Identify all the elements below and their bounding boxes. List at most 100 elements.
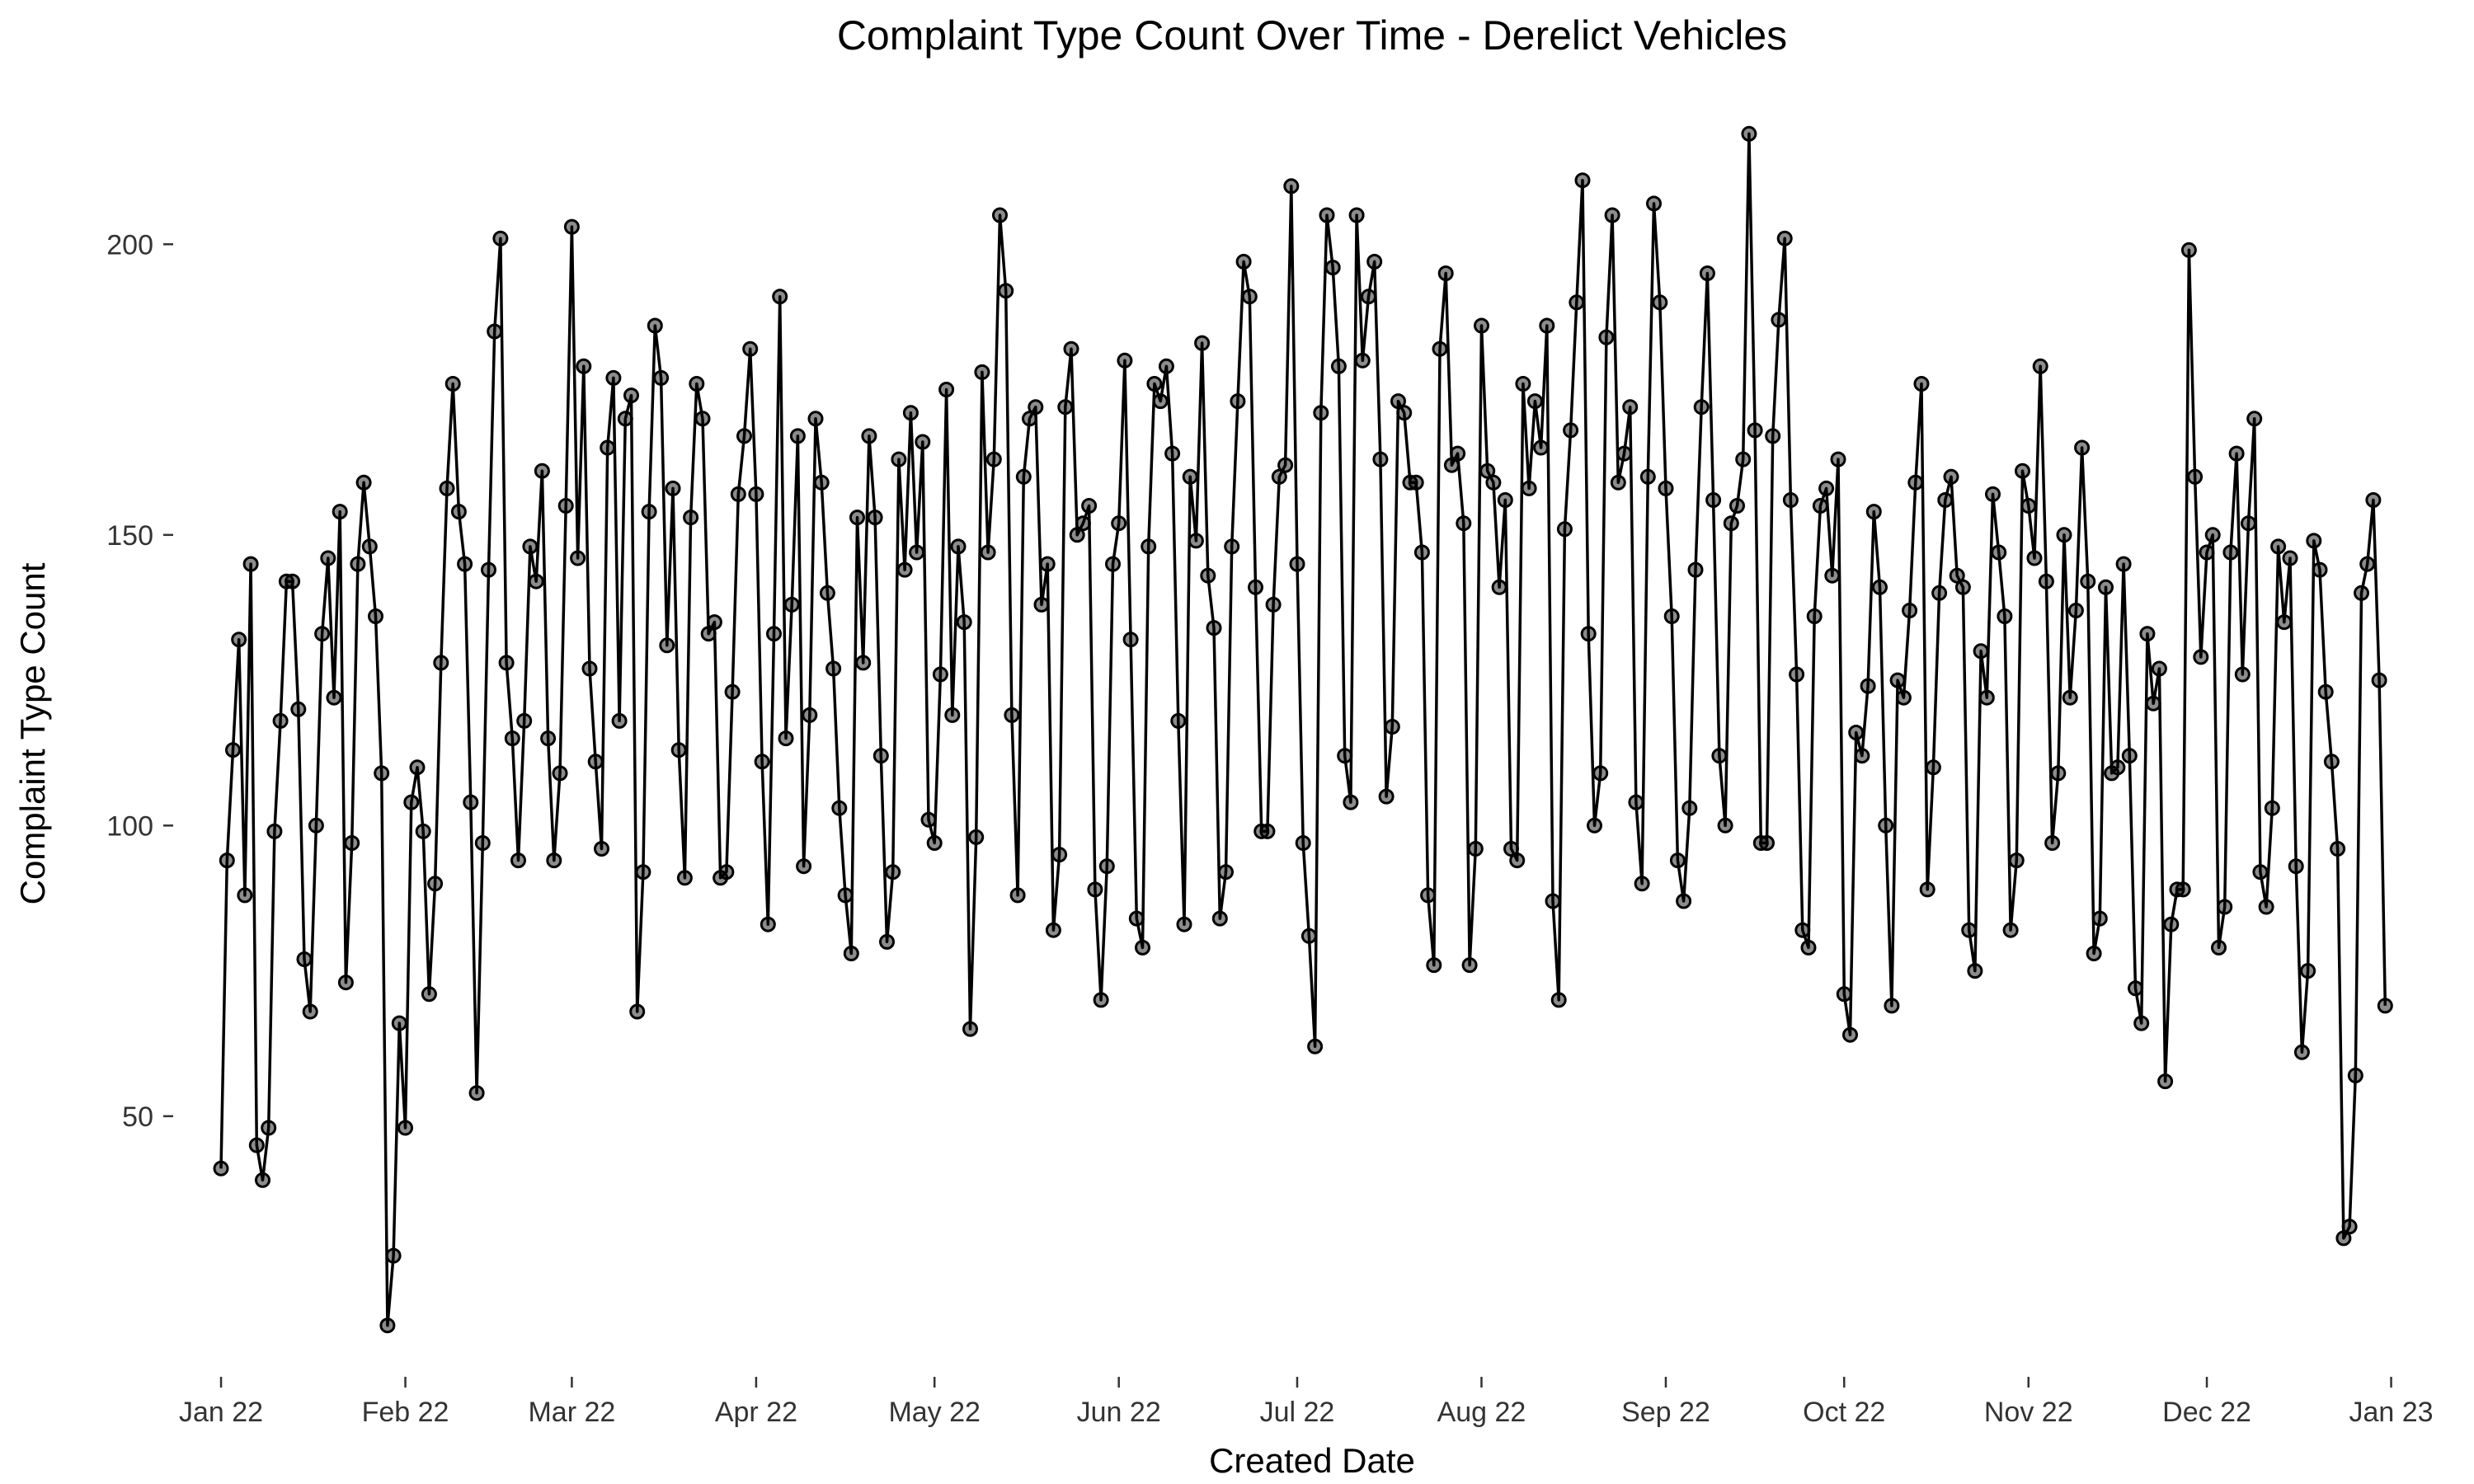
data-point (1330, 358, 1347, 374)
data-point (1669, 852, 1686, 869)
data-point (1515, 376, 1531, 392)
data-point (1176, 916, 1192, 932)
data-point (2193, 649, 2209, 665)
data-point (665, 480, 681, 496)
data-point (2163, 916, 2180, 932)
data-point (1009, 887, 1026, 904)
data-point (242, 556, 259, 572)
data-point (433, 655, 449, 671)
data-point (1913, 376, 1930, 392)
data-point (1467, 841, 1484, 857)
data-point (350, 556, 366, 572)
data-point (766, 626, 782, 642)
data-point (772, 289, 788, 305)
data-point (285, 573, 301, 589)
data-point (385, 1247, 402, 1264)
data-point (2270, 538, 2287, 555)
data-point (581, 660, 598, 677)
data-point (992, 207, 1008, 223)
data-point (355, 474, 372, 491)
data-point (2276, 614, 2293, 631)
data-point (2139, 626, 2156, 642)
data-point (1818, 480, 1835, 496)
data-point (1895, 689, 1912, 706)
data-point (825, 660, 842, 677)
data-point (1812, 498, 1828, 514)
data-point (261, 1120, 277, 1136)
data-point (468, 1085, 485, 1101)
data-point (1676, 893, 1692, 909)
data-point (2293, 1044, 2310, 1060)
data-point (2121, 748, 2138, 764)
data-point (1450, 445, 1466, 462)
data-point (932, 666, 948, 683)
data-point (1806, 608, 1823, 624)
data-point (1884, 998, 1900, 1014)
data-point (1604, 207, 1620, 223)
x-tick-label: Mar 22 (528, 1397, 615, 1428)
data-point (1426, 957, 1442, 974)
data-point (1087, 881, 1103, 898)
data-point (576, 358, 592, 374)
data-point (1057, 399, 1074, 416)
data-point (272, 712, 289, 729)
data-point (985, 451, 1002, 467)
data-point (1491, 579, 1507, 595)
data-point (1015, 468, 1032, 485)
data-point (950, 538, 967, 555)
data-point (1045, 922, 1061, 938)
data-point (332, 504, 348, 520)
data-point (2151, 660, 2167, 677)
data-point (237, 887, 253, 904)
data-point (1300, 928, 1317, 944)
data-point (1241, 289, 1258, 305)
data-point (1747, 422, 1763, 439)
data-point (1563, 422, 1579, 439)
data-point (724, 683, 741, 700)
data-point (552, 765, 568, 782)
data-point (2359, 556, 2376, 572)
data-point (1141, 538, 1157, 555)
data-point (450, 504, 467, 520)
data-point (1836, 986, 1852, 1003)
x-tick-label: Sep 22 (1621, 1397, 1710, 1428)
data-point (617, 411, 633, 427)
data-point (1033, 596, 1050, 613)
data-point (718, 864, 735, 881)
data-point (1307, 1038, 1324, 1054)
data-point (641, 504, 657, 520)
data-point (1711, 748, 1728, 764)
data-point (1652, 294, 1668, 311)
data-point (2056, 527, 2072, 543)
data-point (670, 742, 687, 758)
data-point (1997, 608, 2013, 624)
data-point (2354, 585, 2369, 601)
data-point (1539, 317, 1555, 334)
data-point (1063, 340, 1079, 357)
data-point (1937, 492, 1954, 508)
data-point (2109, 759, 2126, 776)
data-point (2128, 980, 2143, 997)
data-point (1759, 835, 1775, 851)
data-point (2330, 841, 2346, 857)
data-point (2002, 922, 2019, 938)
data-point (1194, 335, 1211, 351)
data-point (2074, 439, 2091, 456)
data-point (1230, 393, 1246, 410)
data-point (1723, 515, 1739, 532)
data-point (1693, 399, 1710, 416)
data-point (314, 626, 331, 642)
data-point (2228, 445, 2245, 462)
data-point (2091, 910, 2108, 927)
x-tick-label: Jun 22 (1077, 1397, 1161, 1428)
data-point (397, 1120, 413, 1136)
data-point (1889, 672, 1906, 688)
data-point (1164, 445, 1181, 462)
data-point (534, 463, 550, 479)
data-point (867, 510, 883, 526)
data-point (611, 712, 628, 729)
y-tick-label: 150 (106, 520, 153, 552)
chart-title: Complaint Type Count Over Time - Derelic… (837, 12, 1787, 59)
data-point (320, 550, 336, 566)
